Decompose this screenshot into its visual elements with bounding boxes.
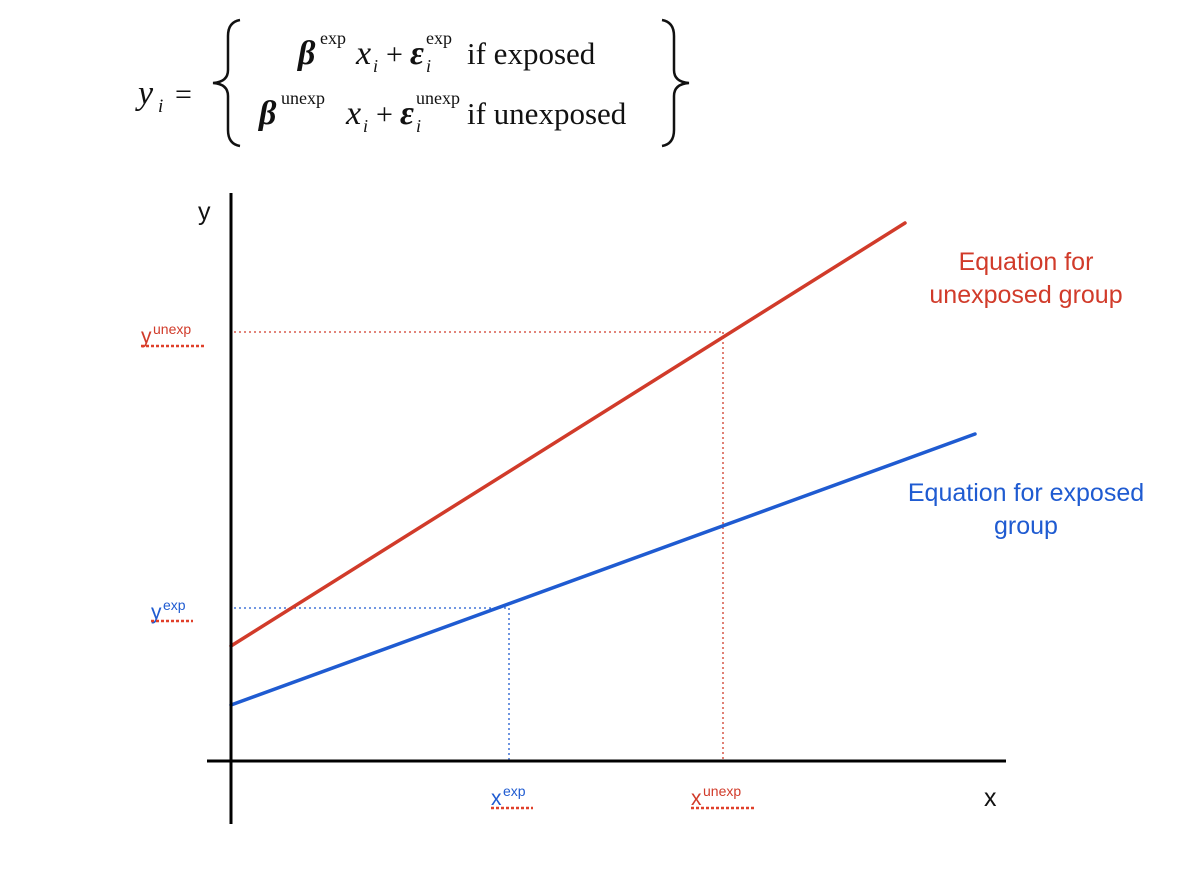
marker-y-unexp: y unexp	[141, 321, 204, 348]
marker-y-exp-base: y	[151, 601, 162, 624]
marker-x-unexp-sup: unexp	[703, 783, 741, 799]
plus-sign: +	[376, 98, 393, 131]
epsilon-subscript: i	[416, 116, 421, 136]
marker-x-unexp-base: x	[691, 787, 702, 810]
x-symbol: x	[355, 35, 371, 72]
marker-y-unexp-base: y	[141, 325, 152, 348]
beta-symbol: β	[296, 35, 316, 72]
unexposed-label-line2: unexposed group	[929, 281, 1122, 309]
y-axis-label: y	[198, 198, 211, 226]
marker-x-exp: x exp	[491, 783, 533, 810]
exposed-label-line2: group	[994, 512, 1058, 540]
condition-unexposed: if unexposed	[467, 96, 627, 131]
guide-lines	[234, 331, 724, 760]
condition-exposed: if exposed	[467, 36, 596, 71]
beta-superscript: unexp	[281, 88, 325, 108]
x-axis-label: x	[984, 784, 997, 812]
equation-lhs-var: y	[135, 75, 154, 112]
epsilon-subscript: i	[426, 56, 431, 76]
exposed-label-line1: Equation for exposed	[908, 479, 1144, 507]
marker-x-unexp: x unexp	[691, 783, 754, 810]
marker-y-exp: y exp	[151, 597, 193, 624]
beta-superscript: exp	[320, 28, 346, 48]
epsilon-superscript: unexp	[416, 88, 460, 108]
x-subscript: i	[373, 56, 378, 76]
epsilon-symbol: ε	[400, 95, 414, 132]
epsilon-superscript: exp	[426, 28, 452, 48]
equation-lhs-sub: i	[158, 96, 163, 117]
equation-equals: =	[175, 78, 192, 111]
equation: y i = β exp x i + ε i exp if exposed β u…	[135, 18, 690, 148]
equation-row-unexposed: β unexp x i + ε i unexp if unexposed	[257, 88, 627, 136]
unexposed-label-line1: Equation for	[959, 248, 1094, 276]
equation-row-exposed: β exp x i + ε i exp if exposed	[296, 28, 596, 76]
marker-x-exp-base: x	[491, 787, 502, 810]
line-unexposed	[229, 221, 907, 648]
equation-right-brace	[661, 18, 690, 148]
line-exposed	[229, 432, 977, 707]
plus-sign: +	[386, 38, 403, 71]
epsilon-symbol: ε	[410, 35, 424, 72]
marker-y-unexp-sup: unexp	[153, 321, 191, 337]
x-subscript: i	[363, 116, 368, 136]
x-symbol: x	[345, 95, 361, 132]
beta-symbol: β	[257, 95, 277, 132]
marker-x-exp-sup: exp	[503, 783, 526, 799]
equation-left-brace	[212, 18, 241, 148]
marker-y-exp-sup: exp	[163, 597, 186, 613]
